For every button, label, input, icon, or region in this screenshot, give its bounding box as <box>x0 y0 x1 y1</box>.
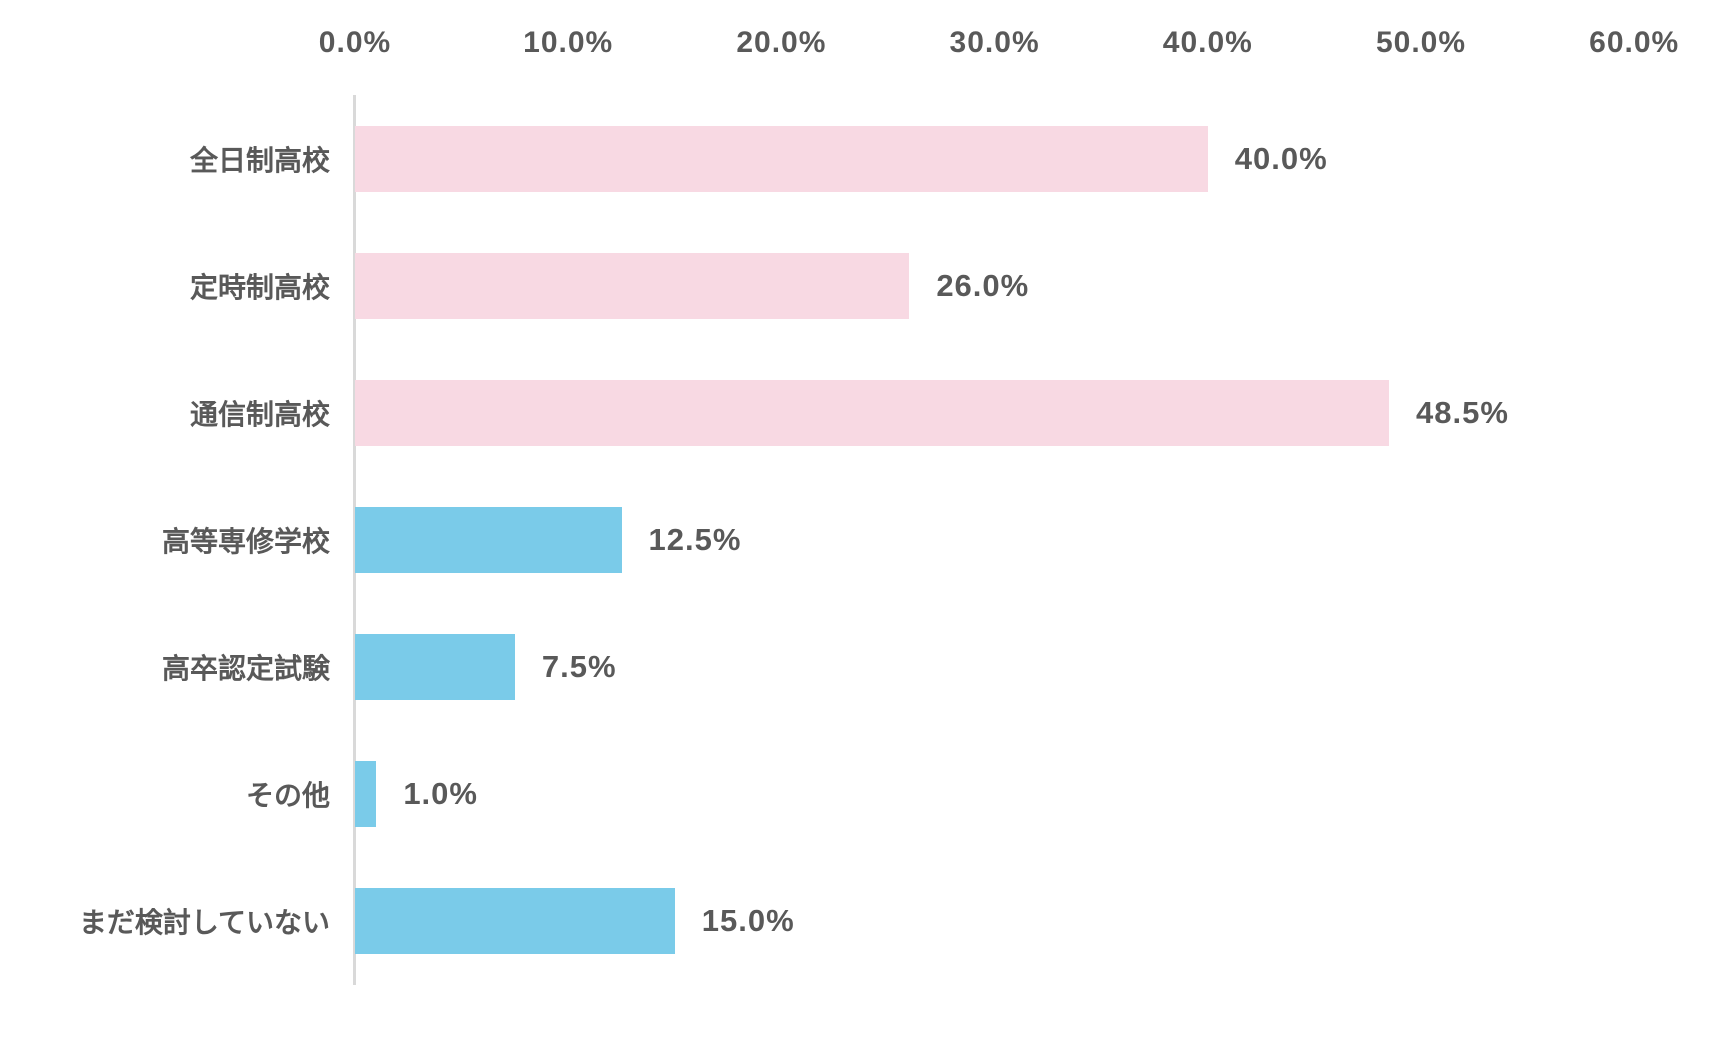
bar-value-label: 40.0% <box>1234 140 1328 176</box>
category-label: 定時制高校 <box>189 271 330 303</box>
category-label: 全日制高校 <box>189 144 330 176</box>
bar <box>355 252 910 319</box>
bar <box>355 379 1390 446</box>
x-tick-label: 60.0% <box>1589 26 1680 59</box>
category-label: 通信制高校 <box>189 398 330 430</box>
bar-value-label: 15.0% <box>701 903 795 939</box>
bar <box>355 761 377 828</box>
bar <box>355 888 675 955</box>
bar <box>355 125 1208 192</box>
x-tick-label: 30.0% <box>949 26 1040 59</box>
bar-value-label: 48.5% <box>1416 394 1509 430</box>
bar-value-label: 7.5% <box>541 649 617 685</box>
bar-value-label: 26.0% <box>936 267 1030 303</box>
y-axis-line <box>353 95 356 985</box>
category-label: まだ検討していない <box>78 907 330 939</box>
bar <box>355 507 622 573</box>
bar <box>355 634 515 701</box>
category-label: その他 <box>245 780 330 812</box>
bar-value-label: 1.0% <box>403 776 478 812</box>
x-tick-label: 20.0% <box>736 26 827 59</box>
category-label: 高卒認定試験 <box>161 653 330 685</box>
bar-value-label: 12.5% <box>648 522 742 557</box>
x-tick-label: 0.0% <box>318 26 392 59</box>
category-label: 高等専修学校 <box>161 526 330 557</box>
x-tick-label: 50.0% <box>1375 26 1467 59</box>
x-tick-label: 10.0% <box>523 26 614 59</box>
x-tick-label: 40.0% <box>1162 26 1253 59</box>
